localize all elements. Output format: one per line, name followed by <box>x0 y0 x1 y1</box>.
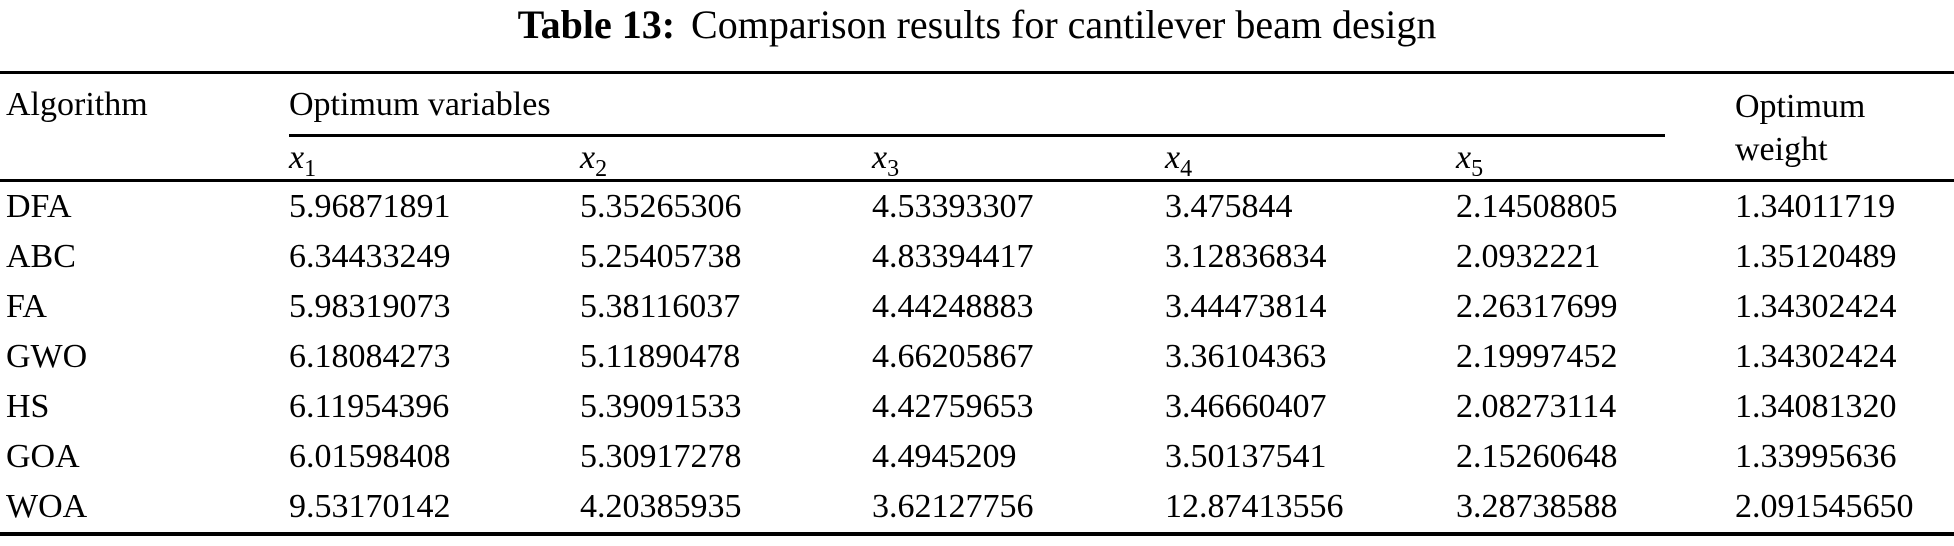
weight-cell: 1.34081320 <box>1735 388 1897 425</box>
variable-x1-base: x <box>289 139 305 176</box>
weight-cell: 1.34302424 <box>1735 338 1897 375</box>
table-row-dfa: DFA 5.96871891 5.35265306 4.53393307 3.4… <box>0 181 1954 233</box>
value-cell-x5: 2.08273114 <box>1456 388 1617 425</box>
weight-cell: 1.35120489 <box>1735 238 1897 275</box>
value-cell-x1: 5.96871891 <box>289 188 451 225</box>
weight-cell: 1.34302424 <box>1735 288 1897 325</box>
optimum-variables-label: Optimum variables <box>289 74 1665 137</box>
variable-x5-subscript: 5 <box>1471 155 1484 182</box>
value-cell-x4: 3.12836834 <box>1165 238 1327 275</box>
variable-header-x1: x1 <box>289 137 580 182</box>
variable-header-x3: x3 <box>872 137 1165 182</box>
algorithm-cell: FA <box>6 288 47 325</box>
table-row-abc: ABC 6.34433249 5.25405738 4.83394417 3.1… <box>0 232 1954 282</box>
value-cell-x3: 4.53393307 <box>872 188 1034 225</box>
value-cell-x5: 2.14508805 <box>1456 188 1618 225</box>
value-cell-x5: 2.15260648 <box>1456 438 1618 475</box>
value-cell-x3: 4.66205867 <box>872 338 1034 375</box>
variable-header-x2: x2 <box>580 137 872 182</box>
optimum-weight-column-header: Optimum weight <box>1735 72 1954 182</box>
algorithm-cell: DFA <box>6 188 72 225</box>
optimum-variables-group-header: Optimum variables <box>289 73 1735 137</box>
value-cell-x4: 3.475844 <box>1165 188 1293 225</box>
value-cell-x3: 4.42759653 <box>872 388 1034 425</box>
table-row-gwo: GWO 6.18084273 5.11890478 4.66205867 3.3… <box>0 332 1954 382</box>
table-row-goa: GOA 6.01598408 5.30917278 4.4945209 3.50… <box>0 432 1954 482</box>
variable-x5-base: x <box>1456 139 1472 176</box>
algorithm-cell: ABC <box>6 238 76 275</box>
value-cell-x5: 3.28738588 <box>1456 488 1618 525</box>
value-cell-x2: 5.38116037 <box>580 288 741 325</box>
variable-x1-subscript: 1 <box>304 155 317 182</box>
weight-cell: 1.33995636 <box>1735 438 1897 475</box>
value-cell-x4: 3.50137541 <box>1165 438 1327 475</box>
variable-x3-subscript: 3 <box>887 155 900 182</box>
algorithm-cell: GWO <box>6 338 88 375</box>
algorithm-cell: HS <box>6 388 50 425</box>
value-cell-x3: 3.62127756 <box>872 488 1034 525</box>
table-caption-tag: Table 13: <box>517 2 676 47</box>
header-row-variables: x1 x2 x3 x4 x5 <box>0 137 1954 182</box>
value-cell-x5: 2.0932221 <box>1456 238 1601 275</box>
algorithm-cell: GOA <box>6 438 80 475</box>
value-cell-x5: 2.19997452 <box>1456 338 1618 375</box>
comparison-results-table: Algorithm Optimum variables Optimum weig… <box>0 71 1954 536</box>
variable-header-x4: x4 <box>1165 137 1456 182</box>
table-row-fa: FA 5.98319073 5.38116037 4.44248883 3.44… <box>0 282 1954 332</box>
value-cell-x1: 6.18084273 <box>289 338 451 375</box>
value-cell-x1: 6.01598408 <box>289 438 451 475</box>
variable-x3-base: x <box>872 139 888 176</box>
weight-cell: 1.34011719 <box>1735 188 1896 225</box>
algorithm-column-header: Algorithm <box>0 72 289 182</box>
value-cell-x5: 2.26317699 <box>1456 288 1618 325</box>
table-row-hs: HS 6.11954396 5.39091533 4.42759653 3.46… <box>0 382 1954 432</box>
value-cell-x1: 9.53170142 <box>289 488 451 525</box>
value-cell-x4: 3.36104363 <box>1165 338 1327 375</box>
value-cell-x2: 5.11890478 <box>580 338 741 375</box>
value-cell-x1: 6.11954396 <box>289 388 450 425</box>
header-row-groups: Algorithm Optimum variables Optimum weig… <box>0 72 1954 182</box>
variable-header-x5: x5 <box>1456 137 1735 182</box>
variable-x2-subscript: 2 <box>595 155 608 182</box>
value-cell-x4: 3.44473814 <box>1165 288 1327 325</box>
table-caption-text: Comparison results for cantilever beam d… <box>691 2 1437 47</box>
variable-x4-subscript: 4 <box>1180 155 1193 182</box>
value-cell-x4: 12.87413556 <box>1165 488 1344 525</box>
algorithm-cell: WOA <box>6 488 88 525</box>
value-cell-x2: 4.20385935 <box>580 488 742 525</box>
value-cell-x3: 4.4945209 <box>872 438 1017 475</box>
table-header: Algorithm Optimum variables Optimum weig… <box>0 72 1954 182</box>
optimum-weight-label: Optimum weight <box>1735 88 1866 168</box>
weight-cell: 2.091545650 <box>1735 488 1914 525</box>
table-caption: Table 13: Comparison results for cantilev… <box>0 0 1954 71</box>
table-body: DFA 5.96871891 5.35265306 4.53393307 3.4… <box>0 181 1954 535</box>
variable-x4-base: x <box>1165 139 1181 176</box>
value-cell-x4: 3.46660407 <box>1165 388 1327 425</box>
variable-x2-base: x <box>580 139 596 176</box>
value-cell-x2: 5.35265306 <box>580 188 742 225</box>
value-cell-x2: 5.30917278 <box>580 438 742 475</box>
value-cell-x3: 4.83394417 <box>872 238 1034 275</box>
value-cell-x1: 5.98319073 <box>289 288 451 325</box>
value-cell-x3: 4.44248883 <box>872 288 1034 325</box>
table-row-woa: WOA 9.53170142 4.20385935 3.62127756 12.… <box>0 482 1954 534</box>
value-cell-x2: 5.39091533 <box>580 388 742 425</box>
value-cell-x2: 5.25405738 <box>580 238 742 275</box>
value-cell-x1: 6.34433249 <box>289 238 451 275</box>
